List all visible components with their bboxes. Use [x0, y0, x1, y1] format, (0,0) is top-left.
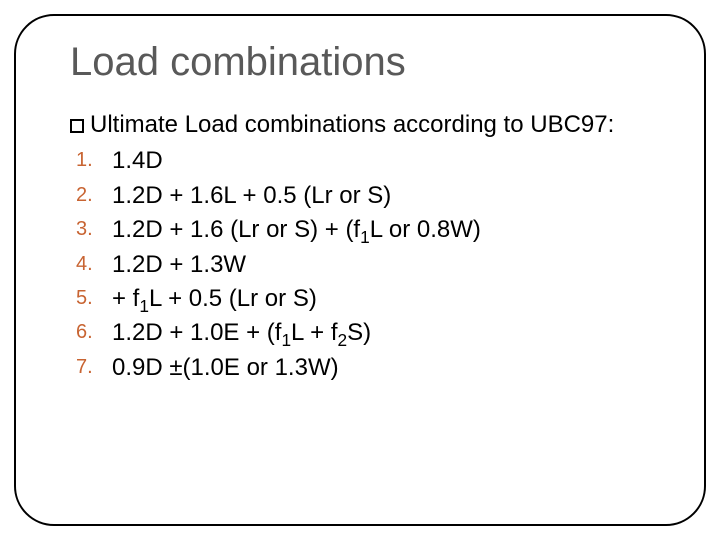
- list-item: 1.4D: [106, 145, 670, 179]
- slide-body: Ultimate Load combinations according to …: [70, 109, 670, 386]
- list-item: + f1L + 0.5 (Lr or S): [106, 283, 670, 317]
- list-item: 1.2D + 1.6 (Lr or S) + (f1L or 0.8W): [106, 214, 670, 248]
- slide: Load combinations Ultimate Load combinat…: [0, 0, 720, 540]
- slide-title: Load combinations: [70, 40, 670, 85]
- lead-text: Ultimate Load combinations according to …: [90, 111, 614, 138]
- lead-line: Ultimate Load combinations according to …: [70, 109, 670, 141]
- list-item: 1.2D + 1.6L + 0.5 (Lr or S): [106, 180, 670, 214]
- ordered-list: 1.4D1.2D + 1.6L + 0.5 (Lr or S)1.2D + 1.…: [70, 145, 670, 386]
- list-item: 1.2D + 1.3W: [106, 249, 670, 283]
- list-item: 1.2D + 1.0E + (f1L + f2S): [106, 317, 670, 351]
- square-bullet-icon: [70, 119, 84, 133]
- list-item: 0.9D ±(1.0E or 1.3W): [106, 352, 670, 386]
